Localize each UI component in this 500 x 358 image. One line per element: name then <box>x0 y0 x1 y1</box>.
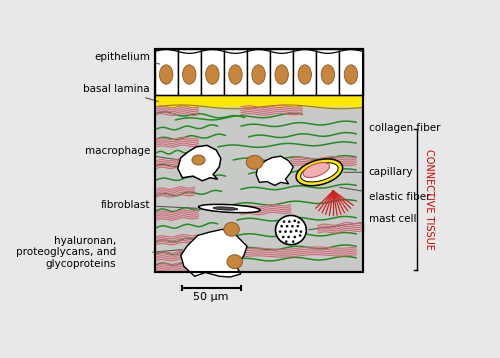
Bar <box>270 49 293 95</box>
Ellipse shape <box>288 220 290 223</box>
Ellipse shape <box>296 159 343 186</box>
Text: macrophage: macrophage <box>84 146 182 160</box>
Bar <box>316 49 340 95</box>
Ellipse shape <box>295 229 298 232</box>
Ellipse shape <box>252 65 266 84</box>
Ellipse shape <box>224 222 240 236</box>
Ellipse shape <box>285 240 288 243</box>
Bar <box>293 49 316 95</box>
Ellipse shape <box>299 234 302 237</box>
Ellipse shape <box>192 155 205 165</box>
Ellipse shape <box>303 163 330 178</box>
Ellipse shape <box>291 225 294 228</box>
Ellipse shape <box>198 204 260 213</box>
Bar <box>340 49 362 95</box>
Ellipse shape <box>286 225 288 228</box>
Bar <box>201 49 224 95</box>
Ellipse shape <box>290 230 292 233</box>
Text: basal lamina: basal lamina <box>84 84 158 101</box>
Bar <box>154 49 362 272</box>
Bar <box>154 49 178 95</box>
Ellipse shape <box>298 65 312 84</box>
Ellipse shape <box>321 65 334 84</box>
Ellipse shape <box>294 236 296 238</box>
Text: collagen fiber: collagen fiber <box>362 120 440 133</box>
Text: 50 μm: 50 μm <box>194 292 229 303</box>
Ellipse shape <box>160 65 173 84</box>
Bar <box>247 49 270 95</box>
Bar <box>154 49 362 272</box>
Ellipse shape <box>292 240 294 243</box>
Ellipse shape <box>287 236 290 238</box>
Ellipse shape <box>276 216 306 245</box>
Ellipse shape <box>227 255 242 268</box>
Bar <box>178 49 201 95</box>
Text: epithelium: epithelium <box>94 52 160 64</box>
Ellipse shape <box>229 65 242 84</box>
Text: hyaluronan,
proteoglycans, and
glycoproteins: hyaluronan, proteoglycans, and glycoprot… <box>16 236 116 269</box>
Text: elastic fiber: elastic fiber <box>340 187 430 202</box>
Text: mast cell: mast cell <box>309 213 416 230</box>
Ellipse shape <box>206 65 219 84</box>
Ellipse shape <box>300 230 302 233</box>
Bar <box>154 95 362 107</box>
Ellipse shape <box>284 230 287 233</box>
Text: fibroblast: fibroblast <box>100 200 198 210</box>
Ellipse shape <box>280 225 283 228</box>
Text: capillary: capillary <box>344 167 413 177</box>
Bar <box>154 49 362 95</box>
Ellipse shape <box>282 236 284 238</box>
Ellipse shape <box>246 155 263 169</box>
Polygon shape <box>256 156 293 185</box>
Bar <box>224 49 247 95</box>
Ellipse shape <box>344 65 358 84</box>
Ellipse shape <box>182 65 196 84</box>
Polygon shape <box>178 145 221 181</box>
Ellipse shape <box>282 220 286 223</box>
Ellipse shape <box>300 163 338 182</box>
Ellipse shape <box>298 221 300 224</box>
Ellipse shape <box>213 207 238 210</box>
Ellipse shape <box>296 225 299 228</box>
Ellipse shape <box>279 230 281 233</box>
Ellipse shape <box>294 219 296 222</box>
Text: CONNECTIVE TISSUE: CONNECTIVE TISSUE <box>424 149 434 250</box>
Ellipse shape <box>275 65 288 84</box>
Polygon shape <box>181 229 247 277</box>
